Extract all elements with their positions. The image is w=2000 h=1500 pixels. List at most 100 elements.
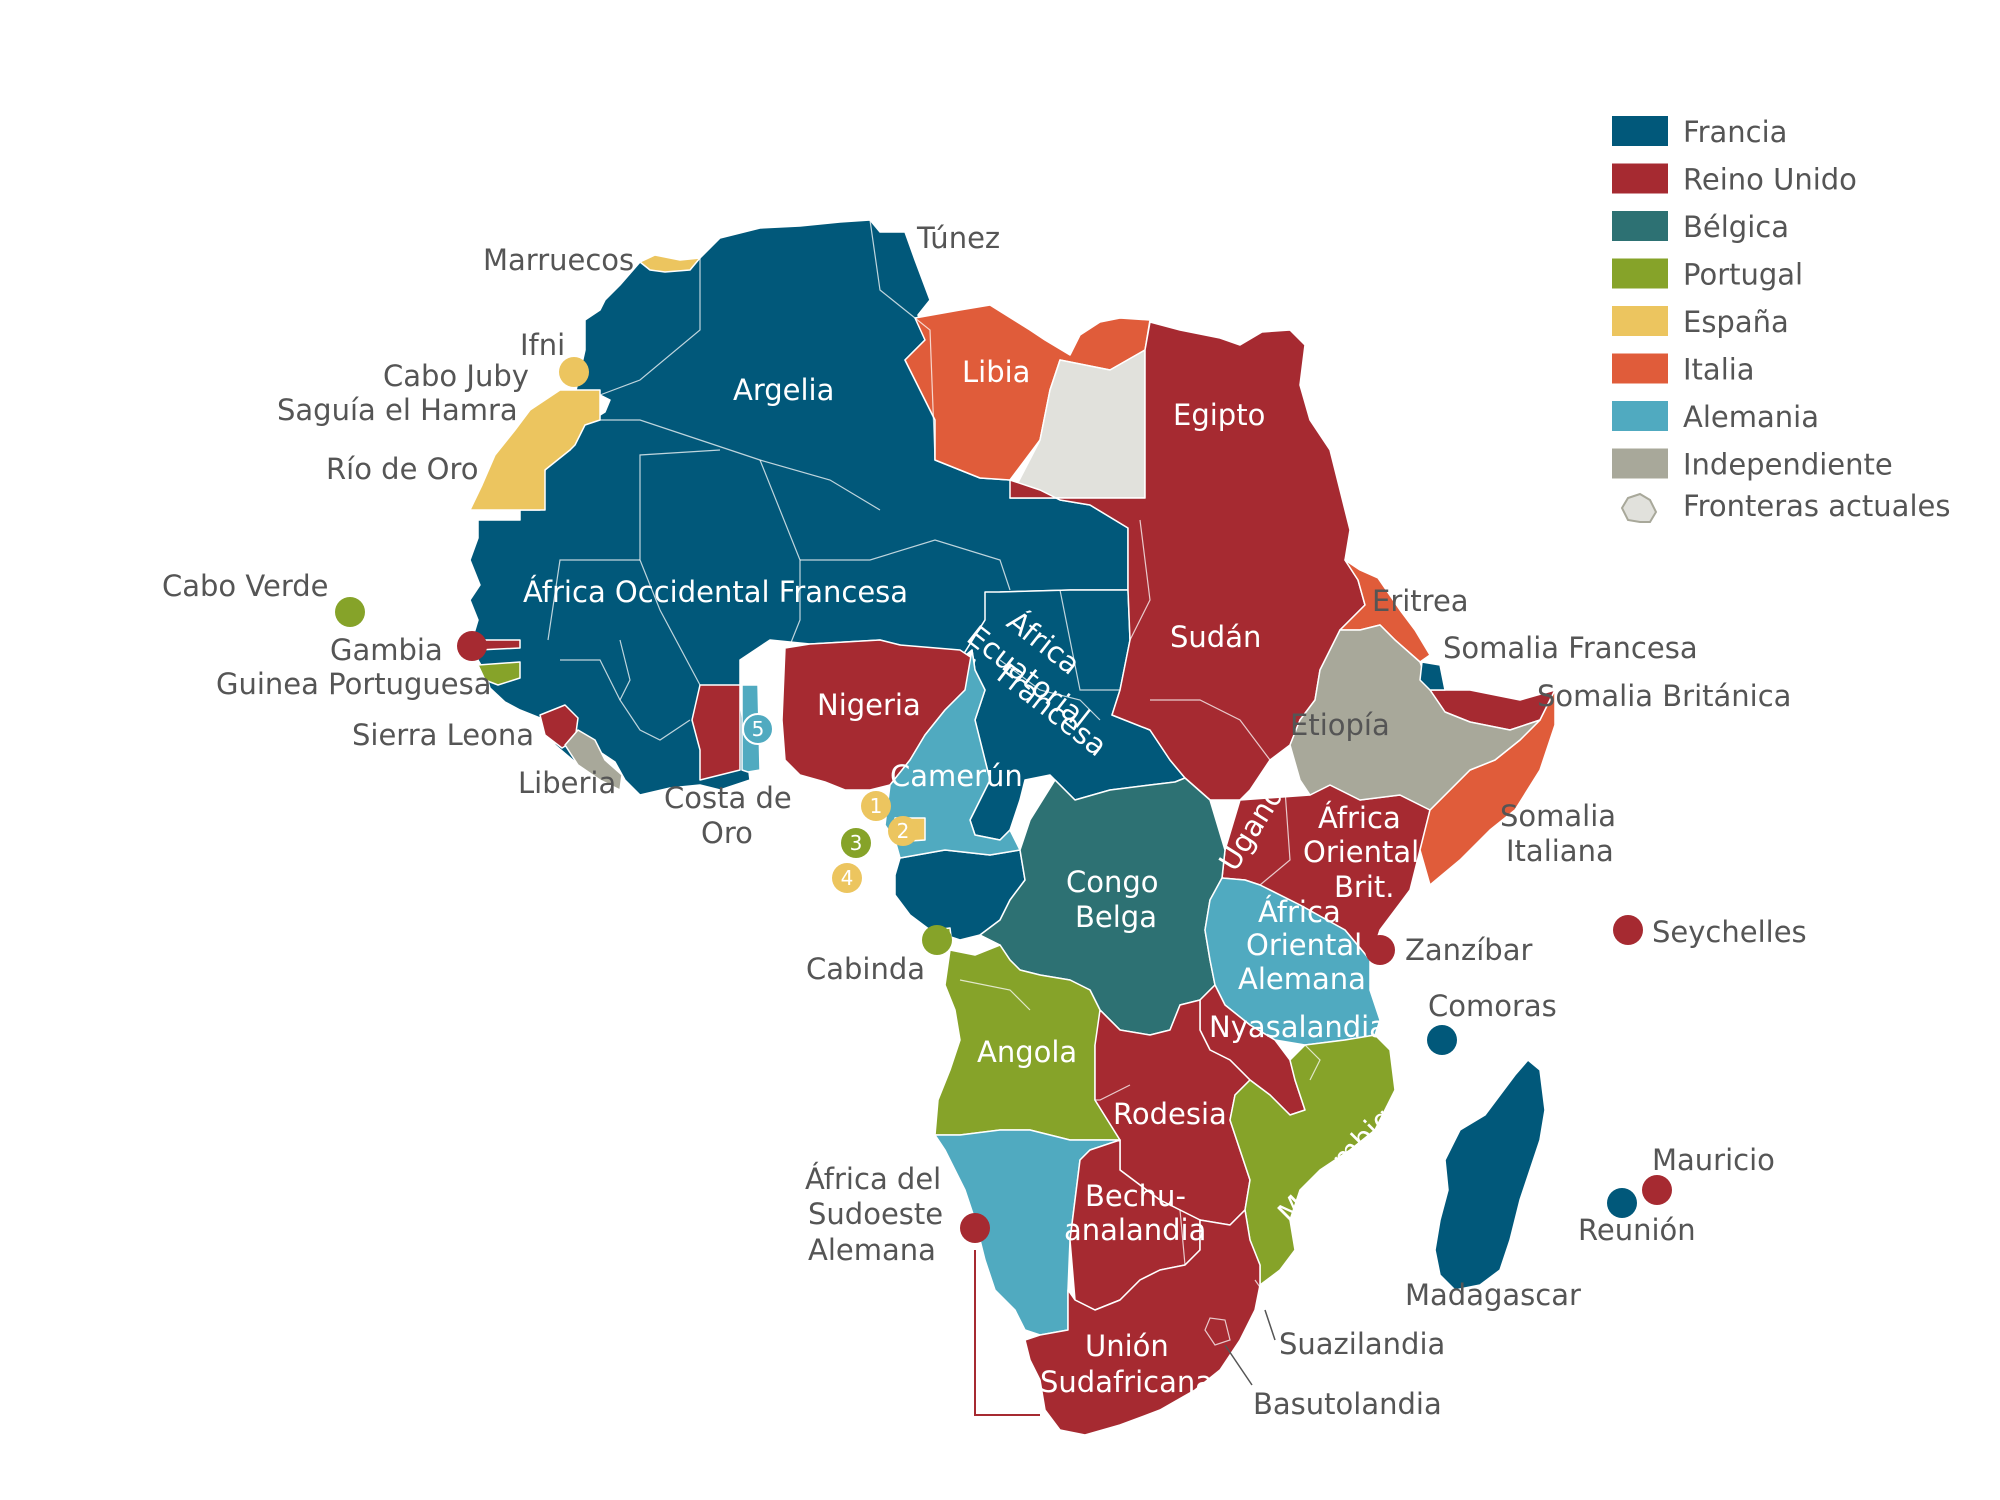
label-asa-1: África del xyxy=(805,1162,941,1196)
label-madagascar: Madagascar xyxy=(1405,1278,1581,1312)
leader-lines xyxy=(1224,1309,1276,1386)
legend-swatch-3 xyxy=(1612,211,1668,241)
label-costa-de-oro-1: Costa de xyxy=(664,781,792,815)
label-marruecos: Marruecos xyxy=(483,243,634,277)
label-somalia-francesa: Somalia Francesa xyxy=(1443,631,1698,665)
label-sudan: Sudán xyxy=(1170,620,1261,654)
label-bechu-2: analandia xyxy=(1064,1213,1206,1247)
territory-guinea-portuguesa xyxy=(477,661,521,686)
label-suazilandia: Suazilandia xyxy=(1279,1327,1445,1361)
label-mauricio: Mauricio xyxy=(1652,1143,1775,1177)
label-reunion: Reunión xyxy=(1578,1213,1696,1247)
label-liberia: Liberia xyxy=(518,766,616,800)
label-aoa-1: África xyxy=(1258,895,1341,929)
dot-zanzibar xyxy=(1365,935,1395,965)
label-aob-2: Oriental xyxy=(1303,835,1419,869)
label-aob-1: África xyxy=(1318,801,1401,835)
label-aoa-2: Oriental xyxy=(1246,928,1362,962)
walvis-bay-outline xyxy=(974,1250,1040,1416)
dot-cabinda xyxy=(922,925,952,955)
territory-union-sudafricana xyxy=(1024,1209,1261,1436)
dot-cabo-verde xyxy=(335,597,365,627)
territory-mozambique xyxy=(1229,1034,1396,1286)
label-camerun: Camerún xyxy=(890,759,1023,793)
label-nigeria: Nigeria xyxy=(817,688,921,722)
dot-cabo-juby xyxy=(559,357,589,387)
dot-walvis-bay xyxy=(960,1213,990,1243)
enclave-3-number: 3 xyxy=(850,831,863,855)
label-guinea-portuguesa: Guinea Portuguesa xyxy=(216,667,492,701)
legend-swatch-4 xyxy=(1612,258,1668,289)
label-nyasalandia: Nyasalandia xyxy=(1209,1010,1387,1044)
legend-label-8: Independiente xyxy=(1683,448,1893,482)
label-aoa-3: Alemana xyxy=(1238,962,1366,996)
legend-label-2: Reino Unido xyxy=(1683,163,1857,197)
label-ifni: Ifni xyxy=(520,328,565,362)
territory-sahara-espanol xyxy=(469,389,601,511)
dot-comoras xyxy=(1427,1025,1457,1055)
legend-borders-entry: Fronteras actuales xyxy=(1620,489,1950,523)
legend-label-3: Bélgica xyxy=(1683,210,1789,244)
dot-seychelles xyxy=(1613,915,1643,945)
legend-swatch-2 xyxy=(1612,163,1668,194)
label-congo-2: Belga xyxy=(1075,900,1157,934)
label-somalia-britanica: Somalia Británica xyxy=(1537,679,1791,713)
legend-swatch-5 xyxy=(1612,306,1668,336)
label-eritrea: Eritrea xyxy=(1372,584,1469,618)
enclave-5 xyxy=(742,713,774,745)
label-cabinda: Cabinda xyxy=(806,952,925,986)
legend-label-1: Francia xyxy=(1683,115,1787,149)
label-congo-1: Congo xyxy=(1066,865,1159,899)
label-tunez: Túnez xyxy=(916,221,1000,255)
label-cabo-verde: Cabo Verde xyxy=(162,569,328,603)
label-union-2: Sudafricana xyxy=(1040,1365,1213,1399)
label-costa-de-oro-2: Oro xyxy=(701,816,753,850)
enclave-4 xyxy=(832,863,862,893)
label-gambia: Gambia xyxy=(330,633,443,667)
label-egipto: Egipto xyxy=(1173,398,1265,432)
label-basutolandia: Basutolandia xyxy=(1253,1387,1442,1421)
present-day-borders xyxy=(547,219,1321,1346)
legend-label-fronteras: Fronteras actuales xyxy=(1683,489,1950,523)
enclave-2 xyxy=(888,816,918,846)
label-comoras: Comoras xyxy=(1428,989,1557,1023)
legend-label-7: Alemania xyxy=(1683,400,1819,434)
territory-etiopia xyxy=(1289,624,1541,811)
legend: Francia Reino Unido Bélgica Portugal España I… xyxy=(1612,115,1893,482)
label-angola: Angola xyxy=(977,1035,1077,1069)
territory-liberia xyxy=(564,729,623,791)
label-union-1: Unión xyxy=(1085,1329,1169,1363)
label-cabo-juby: Cabo Juby xyxy=(383,359,529,393)
label-argelia: Argelia xyxy=(733,373,834,407)
legend-swatch-7 xyxy=(1612,401,1668,431)
label-rodesia: Rodesia xyxy=(1113,1097,1227,1131)
label-aob-3: Brit. xyxy=(1334,870,1394,904)
legend-label-6: Italia xyxy=(1683,353,1755,387)
enclave-4-number: 4 xyxy=(841,866,854,890)
map-outline-icon xyxy=(1620,492,1658,523)
dot-gambia xyxy=(457,631,487,661)
legend-swatch-1 xyxy=(1612,116,1668,146)
label-seychelles: Seychelles xyxy=(1652,915,1807,949)
dot-reunion xyxy=(1607,1188,1637,1218)
label-somalia-italiana-2: Italiana xyxy=(1506,834,1614,868)
enclave-1 xyxy=(861,791,891,821)
legend-label-5: España xyxy=(1683,305,1789,339)
legend-swatch-6 xyxy=(1612,353,1668,384)
territory-madagascar xyxy=(1434,1059,1546,1291)
numbered-enclaves: 1 2 3 4 5 xyxy=(742,713,918,893)
enclave-1-number: 1 xyxy=(870,794,883,818)
label-rio-de-oro: Río de Oro xyxy=(326,452,479,486)
enclave-3 xyxy=(841,828,871,858)
label-bechu-1: Bechu- xyxy=(1085,1179,1186,1213)
label-sierra-leona: Sierra Leona xyxy=(352,718,534,752)
label-libia: Libia xyxy=(962,355,1030,389)
territory-somalia-francesa xyxy=(1419,661,1446,691)
label-aof: África Occidental Francesa xyxy=(523,575,908,609)
legend-label-4: Portugal xyxy=(1683,258,1803,292)
label-zanzibar: Zanzíbar xyxy=(1405,933,1532,967)
label-somalia-italiana-1: Somalia xyxy=(1500,799,1616,833)
label-asa-3: Alemana xyxy=(808,1233,936,1267)
territory-marruecos-espanol xyxy=(639,254,701,273)
